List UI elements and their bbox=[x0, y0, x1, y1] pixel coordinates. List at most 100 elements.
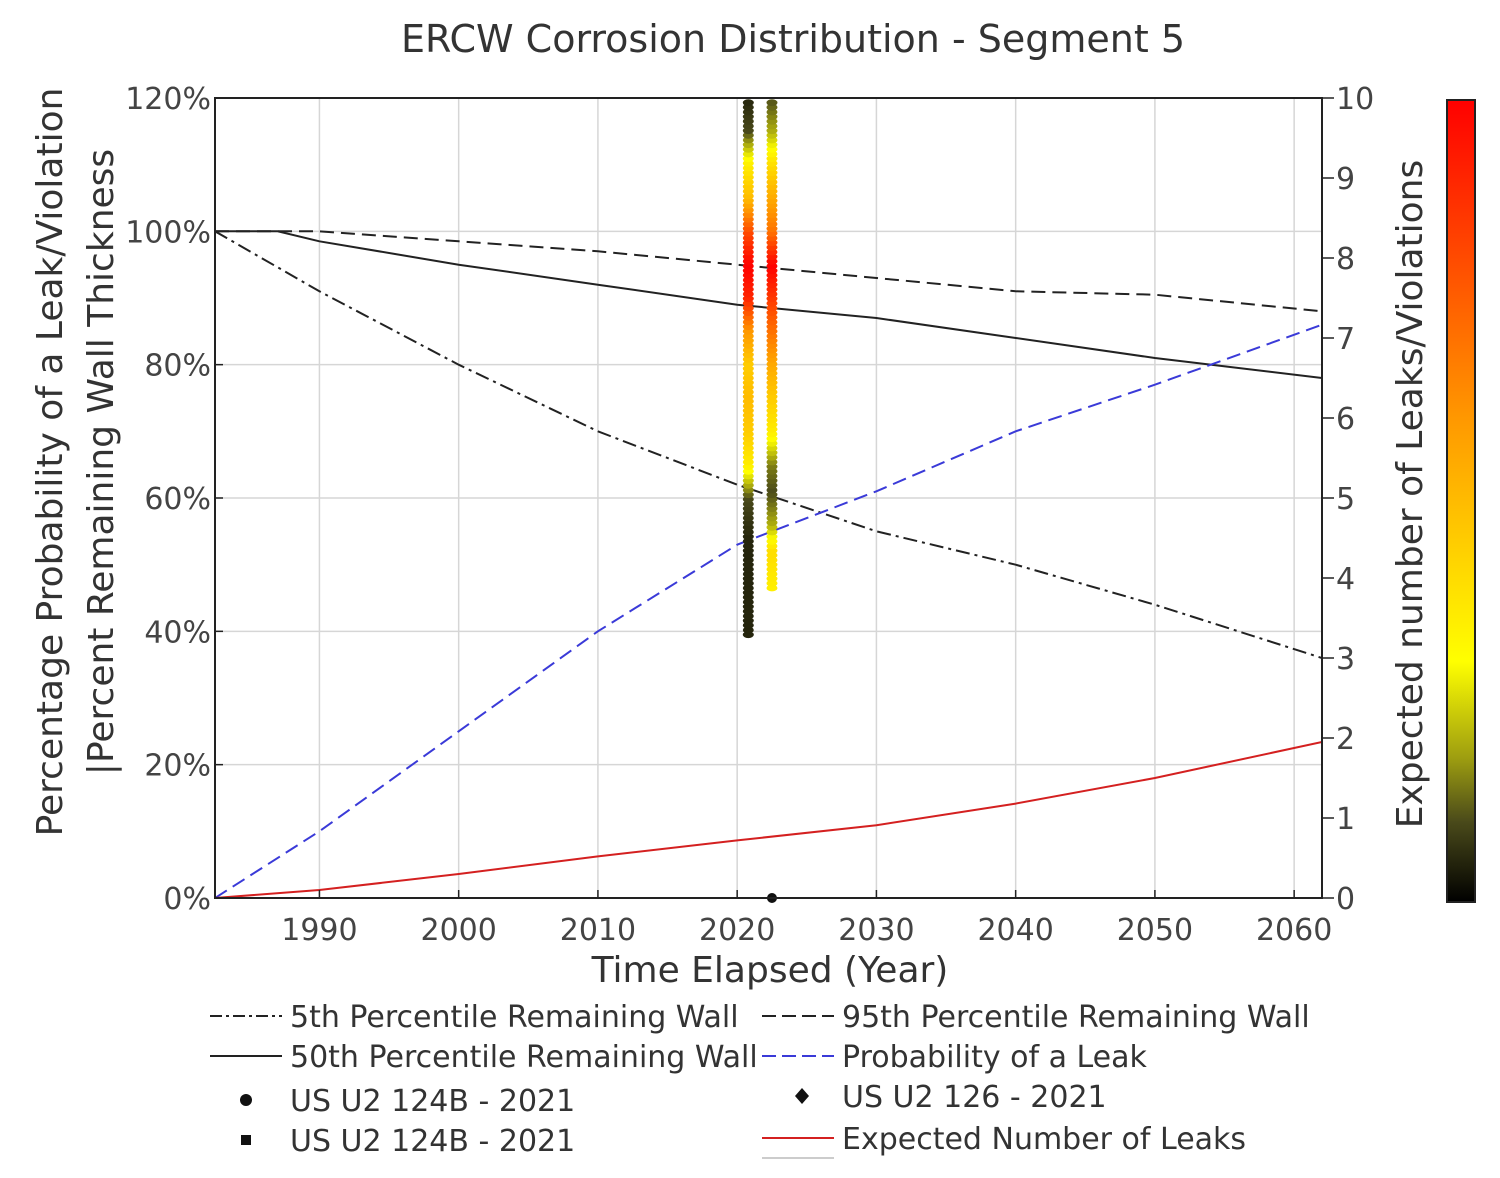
scatter-point-1-89 bbox=[766, 169, 778, 177]
scatter-point-0-91 bbox=[742, 206, 754, 214]
scatter-point-1-87 bbox=[766, 178, 778, 186]
scatter-column-0 bbox=[742, 99, 754, 639]
scatter-point-1-66 bbox=[766, 276, 778, 284]
scatter-point-0-36 bbox=[742, 463, 754, 471]
scatter-point-0-75 bbox=[742, 281, 754, 289]
scatter-point-0-7 bbox=[742, 598, 754, 606]
scatter-point-0-38 bbox=[742, 453, 754, 461]
scatter-point-0-59 bbox=[742, 355, 754, 363]
scatter-point-0-102 bbox=[742, 155, 754, 163]
legend-label-2: 50th Percentile Remaining Wall bbox=[290, 1040, 758, 1075]
legend-label-5: US U2 126 - 2021 bbox=[842, 1080, 1107, 1115]
scatter-point-0-43 bbox=[742, 430, 754, 438]
scatter-point-1-37 bbox=[766, 411, 778, 419]
scatter-point-0-100 bbox=[742, 164, 754, 172]
scatter-point-1-35 bbox=[766, 421, 778, 429]
right-tick-label-10: 10 bbox=[1336, 82, 1374, 117]
x-tick-label-0: 1990 bbox=[281, 913, 357, 948]
scatter-point-0-15 bbox=[742, 561, 754, 569]
scatter-point-0-39 bbox=[742, 449, 754, 457]
colorbar-label: Expected number of Leaks/Violations bbox=[1390, 160, 1431, 829]
scatter-point-1-64 bbox=[766, 285, 778, 293]
scatter-point-1-33 bbox=[766, 430, 778, 438]
scatter-point-1-44 bbox=[766, 379, 778, 387]
scatter-point-1-84 bbox=[766, 192, 778, 200]
scatter-point-1-69 bbox=[766, 262, 778, 270]
scatter-point-1-40 bbox=[766, 397, 778, 405]
scatter-point-0-19 bbox=[742, 542, 754, 550]
legend-item-2: 50th Percentile Remaining Wall bbox=[210, 1040, 758, 1075]
scatter-point-0-88 bbox=[742, 220, 754, 228]
scatter-point-0-6 bbox=[742, 603, 754, 611]
scatter-point-0-92 bbox=[742, 201, 754, 209]
scatter-point-1-104 bbox=[766, 99, 778, 107]
x-axis-ticks: 1990 2000 2010 2020 2030 2040 2050 2060 bbox=[281, 890, 1332, 948]
scatter-point-0-94 bbox=[742, 192, 754, 200]
legend-label-7: Expected Number of Leaks bbox=[842, 1122, 1246, 1157]
scatter-point-0-46 bbox=[742, 416, 754, 424]
scatter-point-0-48 bbox=[742, 407, 754, 415]
scatter-point-1-57 bbox=[766, 318, 778, 326]
scatter-layer bbox=[742, 99, 778, 903]
scatter-point-0-85 bbox=[742, 234, 754, 242]
scatter-point-1-39 bbox=[766, 402, 778, 410]
scatter-point-1-61 bbox=[766, 299, 778, 307]
x-tick-label-5: 2040 bbox=[977, 913, 1053, 948]
scatter-point-0-18 bbox=[742, 547, 754, 555]
scatter-point-0-114 bbox=[742, 99, 754, 107]
legend-label-6: US U2 124B - 2021 bbox=[290, 1124, 575, 1159]
legend-item-3: Probability of a Leak bbox=[762, 1040, 1148, 1075]
scatter-point-1-15 bbox=[766, 514, 778, 522]
right-tick-label-6: 6 bbox=[1336, 402, 1355, 437]
scatter-point-1-75 bbox=[766, 234, 778, 242]
x-axis-label: Time Elapsed (Year) bbox=[591, 950, 949, 991]
y-axis-ticks: 0% 20% 40% 60% 80% 100% 120% bbox=[125, 82, 223, 917]
scatter-point-1-36 bbox=[766, 416, 778, 424]
scatter-point-0-41 bbox=[742, 439, 754, 447]
series-line-1 bbox=[215, 230, 1322, 313]
legend-label-4: US U2 124B - 2021 bbox=[290, 1084, 575, 1119]
scatter-point-1-17 bbox=[766, 505, 778, 513]
scatter-point-0-97 bbox=[742, 178, 754, 186]
scatter-point-1-65 bbox=[766, 281, 778, 289]
x-tick-label-7: 2060 bbox=[1256, 913, 1332, 948]
scatter-point-0-81 bbox=[742, 253, 754, 261]
scatter-point-0-3 bbox=[742, 617, 754, 625]
scatter-point-0-67 bbox=[742, 318, 754, 326]
scatter-point-0-110 bbox=[742, 117, 754, 125]
right-tick-label-5: 5 bbox=[1336, 482, 1355, 517]
scatter-point-1-92 bbox=[766, 155, 778, 163]
scatter-point-0-49 bbox=[742, 402, 754, 410]
scatter-point-1-74 bbox=[766, 239, 778, 247]
legend-swatch-6 bbox=[241, 1135, 251, 1145]
scatter-point-1-6 bbox=[766, 556, 778, 564]
scatter-point-1-50 bbox=[766, 351, 778, 359]
scatter-point-0-104 bbox=[742, 145, 754, 153]
scatter-point-1-2 bbox=[766, 575, 778, 583]
right-tick-label-3: 3 bbox=[1336, 642, 1355, 677]
scatter-point-0-20 bbox=[742, 537, 754, 545]
scatter-point-1-95 bbox=[766, 141, 778, 149]
scatter-point-1-31 bbox=[766, 439, 778, 447]
scatter-point-1-14 bbox=[766, 519, 778, 527]
scatter-point-0-27 bbox=[742, 505, 754, 513]
scatter-point-1-62 bbox=[766, 295, 778, 303]
scatter-point-0-78 bbox=[742, 267, 754, 275]
scatter-point-0-2 bbox=[742, 621, 754, 629]
scatter-point-1-98 bbox=[766, 127, 778, 135]
scatter-point-0-74 bbox=[742, 285, 754, 293]
scatter-point-0-44 bbox=[742, 425, 754, 433]
scatter-point-1-94 bbox=[766, 145, 778, 153]
legend-swatch-5 bbox=[795, 1088, 809, 1104]
scatter-point-0-31 bbox=[742, 486, 754, 494]
scatter-point-0-72 bbox=[742, 295, 754, 303]
scatter-point-0-80 bbox=[742, 257, 754, 265]
scatter-point-0-8 bbox=[742, 593, 754, 601]
legend-label-0: 5th Percentile Remaining Wall bbox=[290, 1000, 739, 1035]
scatter-point-0-26 bbox=[742, 509, 754, 517]
scatter-point-1-34 bbox=[766, 425, 778, 433]
y-tick-label-2: 40% bbox=[144, 615, 211, 650]
scatter-point-1-71 bbox=[766, 253, 778, 261]
y-tick-label-4: 80% bbox=[144, 349, 211, 384]
scatter-point-1-43 bbox=[766, 383, 778, 391]
